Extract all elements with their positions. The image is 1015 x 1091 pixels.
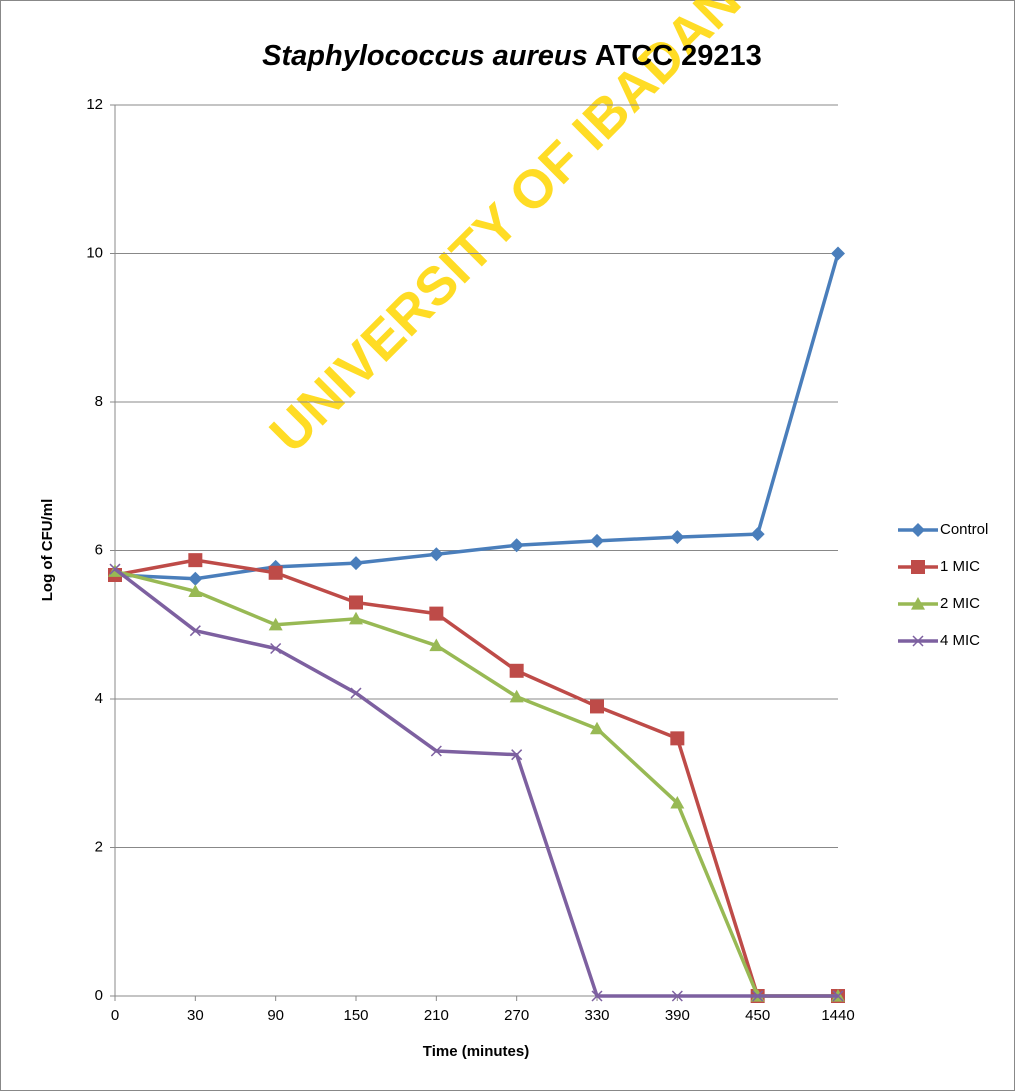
- marker: [349, 556, 363, 571]
- marker: [189, 625, 201, 637]
- marker: [109, 563, 121, 575]
- x-tick-label: 270: [504, 1007, 529, 1024]
- series-line: [114, 253, 840, 581]
- marker: [752, 990, 764, 1002]
- series-line: [113, 567, 838, 998]
- marker: [590, 533, 604, 548]
- marker: [911, 523, 925, 537]
- x-tick-label: 150: [343, 1007, 368, 1024]
- y-tick-label: 2: [95, 838, 103, 855]
- chart-title: Staphylococcus aureus ATCC 29213: [262, 40, 762, 72]
- marker: [349, 595, 363, 610]
- marker: [509, 663, 524, 678]
- marker: [671, 990, 683, 1002]
- x-tick-label: 330: [584, 1007, 609, 1024]
- marker: [590, 721, 604, 735]
- marker: [911, 560, 925, 574]
- marker: [511, 749, 523, 761]
- marker: [509, 538, 524, 553]
- marker: [429, 638, 444, 652]
- marker: [591, 990, 603, 1002]
- marker: [831, 246, 845, 261]
- y-tick-label: 10: [86, 244, 103, 261]
- marker: [188, 571, 203, 586]
- x-tick-label: 0: [111, 1007, 119, 1024]
- marker: [750, 527, 765, 542]
- y-tick-label: 6: [95, 541, 103, 558]
- marker: [912, 635, 924, 647]
- title-italic: Staphylococcus aureus: [262, 40, 588, 72]
- y-tick-label: 4: [95, 690, 103, 707]
- legend-label: 2 MIC: [940, 595, 980, 612]
- legend-label: Control: [940, 521, 988, 538]
- y-tick-label: 12: [86, 96, 103, 113]
- x-tick-label: 390: [665, 1007, 690, 1024]
- marker: [429, 547, 444, 562]
- y-tick-label: 8: [95, 393, 103, 410]
- series-line: [114, 569, 838, 998]
- marker: [911, 597, 925, 610]
- legend-label: 1 MIC: [940, 558, 980, 575]
- y-axis-label: Log of CFU/ml: [39, 499, 56, 601]
- marker: [268, 565, 283, 580]
- marker: [188, 553, 203, 568]
- series-line: [114, 558, 838, 998]
- x-tick-label: 30: [187, 1007, 204, 1024]
- marker: [270, 642, 282, 655]
- marker: [188, 584, 203, 597]
- marker: [670, 795, 685, 809]
- x-tick-label: 450: [745, 1007, 770, 1024]
- marker: [832, 990, 844, 1002]
- title-plain: ATCC 29213: [595, 40, 762, 72]
- marker: [429, 606, 444, 621]
- legend-label: 4 MIC: [940, 632, 980, 649]
- marker: [670, 530, 685, 545]
- x-tick-label: 210: [424, 1007, 449, 1024]
- marker: [670, 731, 685, 746]
- y-tick-label: 0: [95, 987, 103, 1004]
- marker: [509, 689, 524, 703]
- marker: [349, 611, 363, 625]
- x-axis-label: Time (minutes): [423, 1043, 529, 1060]
- marker: [268, 617, 283, 631]
- marker: [350, 687, 362, 699]
- marker: [430, 745, 442, 757]
- x-tick-label: 90: [267, 1007, 284, 1024]
- x-tick-label: 1440: [821, 1007, 854, 1024]
- marker: [590, 699, 604, 714]
